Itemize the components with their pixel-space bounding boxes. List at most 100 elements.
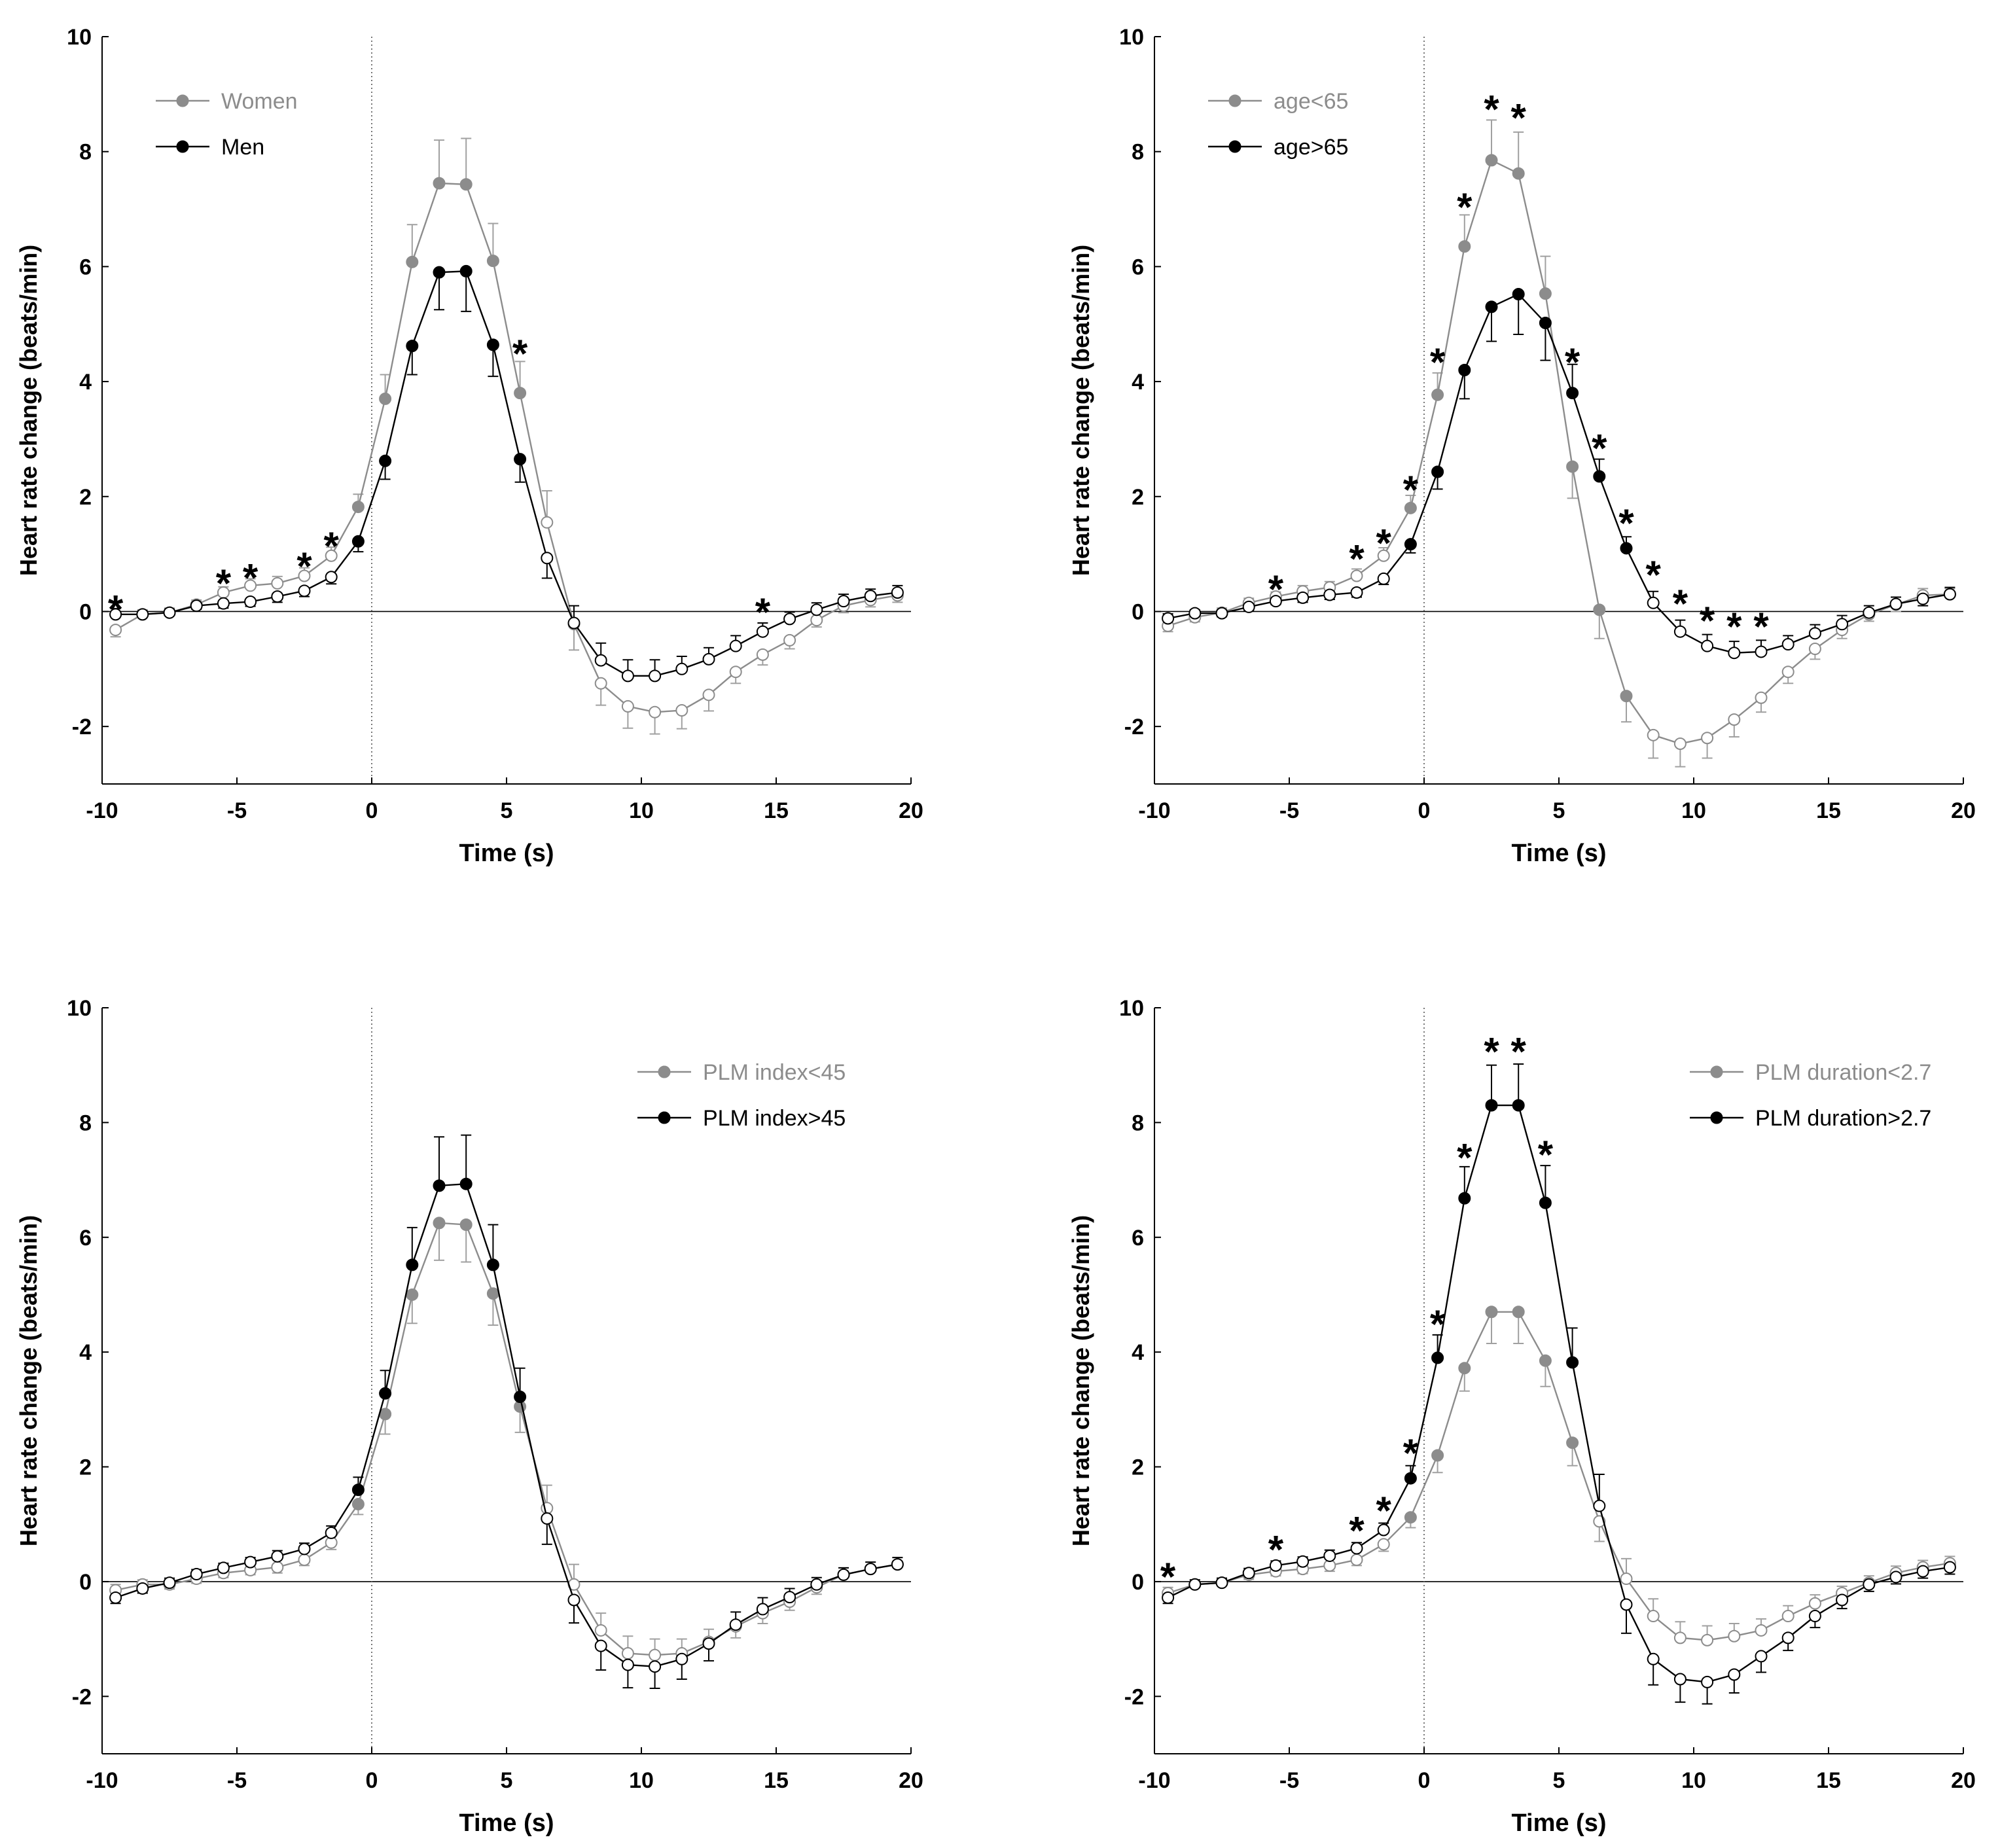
legend-marker [1710, 1111, 1723, 1124]
data-point [486, 255, 499, 268]
data-point [1377, 1523, 1390, 1537]
significance-marker: * [243, 556, 259, 599]
data-point [649, 669, 662, 683]
significance-marker: * [755, 590, 771, 634]
data-point [1701, 1675, 1714, 1688]
data-point [1431, 1351, 1444, 1364]
data-point [1404, 538, 1417, 551]
data-point [1620, 690, 1633, 703]
data-point [1781, 1631, 1795, 1644]
legend-entry: PLM duration<2.7 [1690, 1060, 1931, 1085]
data-point [1485, 154, 1498, 167]
data-point [1889, 1571, 1902, 1584]
data-point [406, 1288, 419, 1301]
legend-entry: Men [156, 135, 264, 160]
data-point [783, 1591, 796, 1604]
data-point [217, 1561, 230, 1574]
data-point [136, 1582, 149, 1595]
data-point [702, 1637, 715, 1650]
data-point [594, 1624, 607, 1637]
x-tick-label: -5 [1279, 798, 1299, 823]
legend-label: PLM index>45 [703, 1106, 846, 1131]
y-axis-label: Heart rate change (beats/min) [15, 245, 42, 576]
x-tick-label: 15 [1816, 798, 1841, 823]
data-point [594, 654, 607, 667]
data-point [1620, 542, 1633, 555]
series-line [115, 270, 898, 677]
data-point [1350, 1542, 1363, 1555]
significance-marker: * [1538, 1133, 1554, 1177]
data-point [486, 1287, 499, 1300]
significance-marker: * [1403, 468, 1419, 512]
x-tick-label: 10 [1681, 798, 1706, 823]
significance-marker: * [1726, 605, 1742, 649]
significance-marker: * [1457, 185, 1473, 229]
data-point [1296, 1555, 1310, 1568]
x-tick-label: 5 [501, 798, 513, 823]
significance-marker: * [1349, 537, 1365, 580]
legend-marker [176, 140, 189, 153]
data-point [1808, 627, 1821, 640]
data-point [783, 613, 796, 626]
data-point [298, 569, 311, 582]
data-point [1215, 1576, 1228, 1590]
y-tick-label: 10 [67, 25, 92, 50]
data-point [1377, 572, 1390, 585]
data-point [675, 1652, 688, 1665]
legend-label: age>65 [1274, 135, 1348, 160]
data-point [1943, 1561, 1956, 1574]
series-line [115, 1182, 898, 1667]
y-tick-label: 4 [1132, 1340, 1144, 1365]
x-axis-label: Time (s) [459, 1809, 554, 1837]
significance-marker: * [1430, 340, 1446, 384]
x-tick-label: -5 [1279, 1768, 1299, 1793]
data-point [729, 666, 742, 679]
y-tick-label: 0 [1132, 599, 1144, 624]
x-tick-label: 10 [1681, 1768, 1706, 1793]
significance-marker: * [1618, 501, 1634, 545]
data-point [837, 595, 850, 608]
data-point [810, 1578, 823, 1591]
x-tick-label: 15 [1816, 1768, 1841, 1793]
data-point [541, 552, 554, 565]
significance-marker: * [1673, 582, 1688, 626]
data-point [1701, 639, 1714, 652]
significance-marker: * [1592, 427, 1607, 471]
data-point [1350, 586, 1363, 599]
significance-marker: * [1700, 599, 1715, 643]
series-line [115, 182, 898, 713]
data-point [1323, 1549, 1336, 1562]
legend-marker [658, 1065, 671, 1078]
y-tick-label: 6 [79, 255, 92, 279]
data-point [1458, 240, 1471, 253]
data-point [271, 577, 284, 590]
x-axis-label: Time (s) [459, 840, 554, 867]
chart-panel-4: -10 -5 0 5 10 15 20 -2 0 2 4 6 8 10 Time (s) Heart rate… [1067, 996, 1976, 1837]
data-point [379, 1387, 392, 1400]
series-women [109, 137, 904, 735]
data-point [1781, 638, 1795, 651]
data-point [271, 1550, 284, 1563]
data-point [1593, 1499, 1606, 1512]
data-point [1296, 591, 1310, 604]
y-tick-label: 0 [1132, 1570, 1144, 1595]
data-point [486, 1258, 499, 1271]
significance-marker: * [1753, 605, 1769, 649]
data-point [621, 700, 634, 713]
x-tick-label: 20 [1951, 798, 1976, 823]
y-tick-label: 8 [1132, 1111, 1144, 1135]
data-point [1943, 588, 1956, 601]
data-point [1512, 167, 1525, 180]
data-point [729, 639, 742, 652]
x-tick-label: 0 [366, 798, 378, 823]
y-axis-label: Heart rate change (beats/min) [1067, 1215, 1094, 1546]
legend-marker [1228, 94, 1241, 107]
chart-panel-3: -10 -5 0 5 10 15 20 -2 0 2 4 6 8 10 Time (s) Heart rate… [15, 996, 923, 1837]
data-point [351, 535, 365, 548]
data-point [810, 614, 823, 627]
data-point [1673, 737, 1687, 751]
y-tick-label: 8 [79, 140, 92, 165]
x-tick-label: 10 [629, 798, 654, 823]
data-point [1863, 606, 1876, 619]
x-tick-label: 10 [629, 1768, 654, 1793]
